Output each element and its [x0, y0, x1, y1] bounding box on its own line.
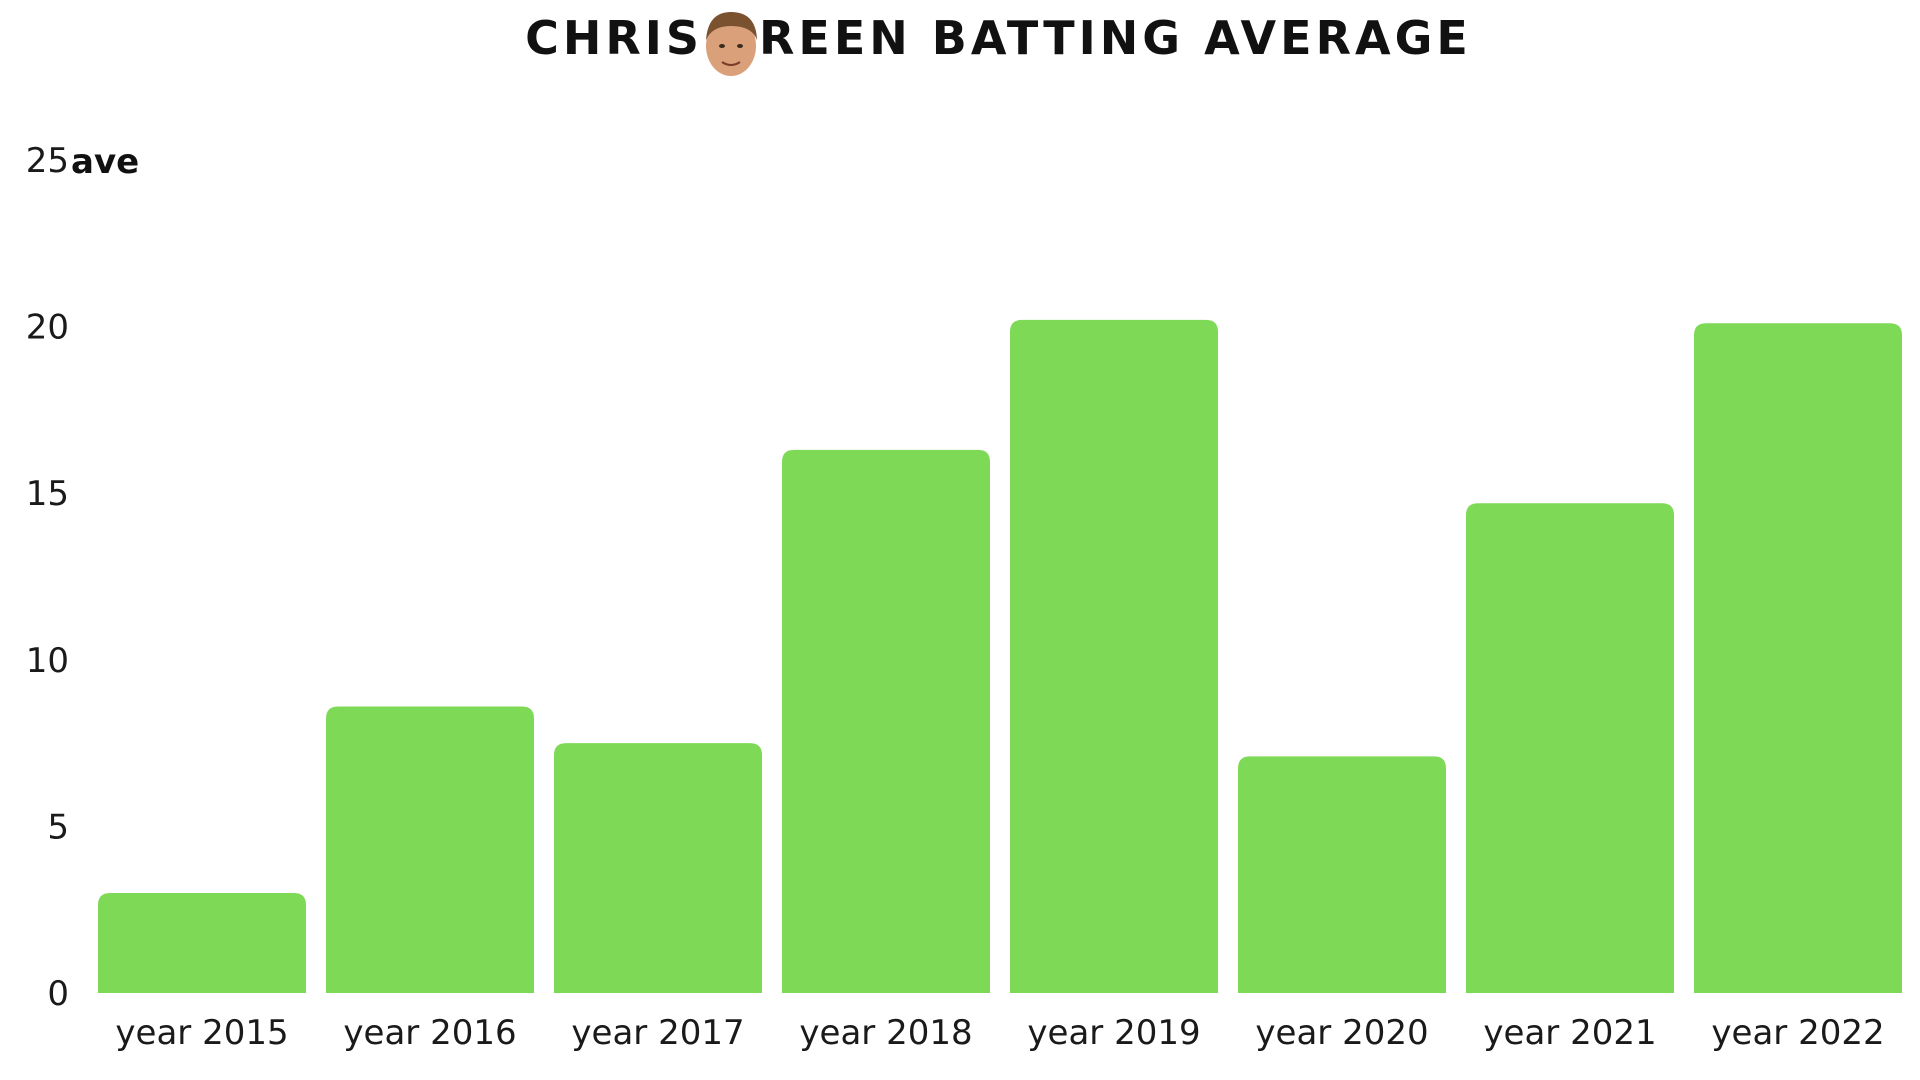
x-axis-ticks: year 2015 year 2016 year 2017 year 2018 year…: [115, 1013, 1884, 1053]
x-tick-label: year 2016: [343, 1013, 516, 1053]
bar-year-2020: [1238, 756, 1446, 993]
y-tick-label: 0: [47, 974, 69, 1014]
bar-year-2015: [98, 893, 306, 993]
y-tick-label: 20: [26, 308, 69, 348]
y-tick-label: 5: [47, 807, 69, 847]
bar-year-2019: [1010, 319, 1218, 993]
x-tick-label: year 2022: [1711, 1013, 1884, 1053]
x-tick-label: year 2020: [1255, 1013, 1428, 1053]
chart-title-part-2: REEN BATTING AVERAGE: [759, 11, 1472, 65]
x-tick-label: year 2015: [115, 1013, 288, 1053]
bar-year-2022: [1694, 323, 1902, 993]
y-tick-label: 15: [26, 474, 69, 514]
chart-title-part-1: CHRIS: [525, 11, 703, 65]
x-tick-label: year 2018: [799, 1013, 972, 1053]
x-tick-label: year 2017: [571, 1013, 744, 1053]
bar-year-2016: [326, 706, 534, 993]
y-axis-label: ave: [71, 142, 139, 182]
bars: [98, 319, 1902, 993]
chart-title: CHRIS REEN BATTING AVERAGE: [525, 11, 1472, 76]
x-tick-label: year 2019: [1027, 1013, 1200, 1053]
bar-year-2021: [1466, 503, 1674, 993]
y-axis-ticks: 0 5 10 15 20 25: [26, 141, 69, 1014]
bar-year-2017: [554, 743, 762, 993]
x-tick-label: year 2021: [1483, 1013, 1656, 1053]
bar-year-2018: [782, 449, 990, 993]
face-icon: [706, 12, 757, 76]
y-tick-label: 25: [26, 141, 69, 181]
y-tick-label: 10: [26, 641, 69, 681]
